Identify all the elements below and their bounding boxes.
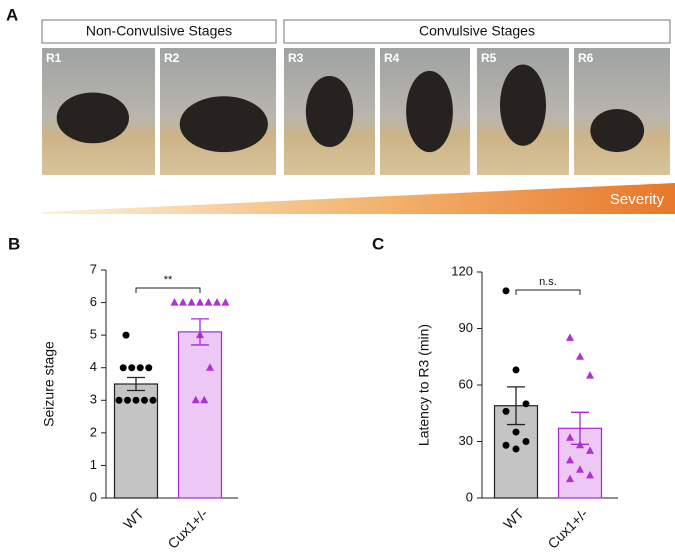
stage-label: R3 bbox=[288, 51, 304, 65]
data-point bbox=[200, 395, 209, 404]
y-tick-label: 5 bbox=[90, 327, 97, 342]
y-tick-label: 0 bbox=[466, 489, 473, 504]
data-point bbox=[128, 364, 136, 372]
panel-label: C bbox=[372, 234, 384, 253]
data-point bbox=[586, 371, 594, 379]
data-point bbox=[179, 298, 187, 306]
y-tick-label: 90 bbox=[459, 320, 473, 335]
data-point bbox=[141, 396, 148, 404]
data-point bbox=[206, 363, 214, 371]
group-box bbox=[283, 19, 671, 44]
gradient-label: Severity bbox=[610, 191, 665, 208]
data-point bbox=[512, 428, 520, 436]
y-tick-label: 7 bbox=[90, 261, 97, 276]
panel-label: B bbox=[8, 234, 20, 253]
data-point bbox=[170, 298, 179, 306]
data-point bbox=[576, 465, 584, 473]
group-label: Non-Convulsive Stages bbox=[86, 23, 232, 39]
x-tick-label: WT bbox=[120, 505, 147, 532]
data-point bbox=[566, 474, 574, 483]
data-point bbox=[502, 441, 510, 449]
stage-label: R5 bbox=[481, 51, 497, 65]
data-point bbox=[586, 446, 594, 454]
mouse bbox=[590, 108, 645, 153]
charts: B Seizure stage 0 1 2 3 4 5 6 7 WT Cux1+/- ** C Latenc… bbox=[8, 234, 618, 552]
y-tick-label: 30 bbox=[459, 433, 473, 448]
significance-label: ** bbox=[164, 274, 173, 286]
significance-bracket bbox=[515, 289, 581, 295]
data-point bbox=[502, 287, 510, 295]
y-axis-title: Latency to R3 (min) bbox=[416, 324, 432, 446]
data-point bbox=[124, 396, 131, 404]
significance-label: n.s. bbox=[539, 276, 557, 288]
y-tick-label: 4 bbox=[90, 359, 97, 374]
panel-label: A bbox=[6, 5, 18, 24]
data-point bbox=[136, 364, 144, 372]
mouse bbox=[56, 92, 130, 144]
mouse bbox=[406, 70, 453, 153]
data-point bbox=[119, 364, 127, 372]
data-point bbox=[122, 331, 130, 339]
x-tick-label: Cux1+/- bbox=[164, 505, 210, 551]
y-tick-label: 0 bbox=[90, 489, 97, 504]
y-tick-label: 2 bbox=[90, 424, 97, 439]
data-point bbox=[187, 298, 196, 306]
data-point bbox=[115, 396, 123, 404]
x-tick-label: WT bbox=[500, 505, 527, 532]
data-point bbox=[512, 445, 520, 453]
y-tick-label: 6 bbox=[90, 294, 97, 309]
y-tick-label: 3 bbox=[90, 392, 97, 407]
significance-bracket bbox=[135, 287, 201, 293]
data-point bbox=[522, 438, 530, 445]
y-tick-label: 60 bbox=[459, 376, 473, 391]
y-tick-label: 1 bbox=[90, 457, 97, 472]
stage-label: R1 bbox=[46, 51, 62, 65]
mouse bbox=[179, 96, 268, 153]
data-point bbox=[204, 298, 213, 306]
data-point bbox=[145, 364, 153, 372]
group-label: Convulsive Stages bbox=[419, 23, 535, 39]
group-box bbox=[41, 19, 277, 44]
x-tick-label: Cux1+/- bbox=[544, 505, 590, 551]
data-point bbox=[149, 396, 157, 404]
data-point bbox=[586, 470, 594, 479]
data-point bbox=[221, 298, 230, 306]
data-point bbox=[522, 400, 530, 408]
data-point bbox=[502, 407, 510, 415]
data-point bbox=[566, 333, 574, 341]
data-point bbox=[213, 298, 221, 306]
mouse bbox=[305, 75, 354, 148]
y-axis-title: Seizure stage bbox=[41, 341, 57, 427]
stage-label: R6 bbox=[578, 51, 594, 65]
stage-label: R2 bbox=[164, 51, 180, 65]
data-point bbox=[566, 433, 574, 441]
data-point bbox=[191, 395, 200, 404]
severity-gradient bbox=[42, 183, 675, 214]
data-point bbox=[132, 396, 140, 404]
y-tick-label: 120 bbox=[451, 263, 473, 278]
data-point bbox=[196, 298, 204, 306]
data-point bbox=[566, 455, 574, 464]
photo-strip: R1 R2 R3 R4 R5 R6 bbox=[42, 48, 670, 175]
mouse bbox=[500, 64, 546, 146]
stage-label: R4 bbox=[384, 51, 400, 65]
data-point bbox=[512, 366, 520, 374]
data-point bbox=[576, 352, 584, 360]
bar bbox=[177, 331, 223, 499]
